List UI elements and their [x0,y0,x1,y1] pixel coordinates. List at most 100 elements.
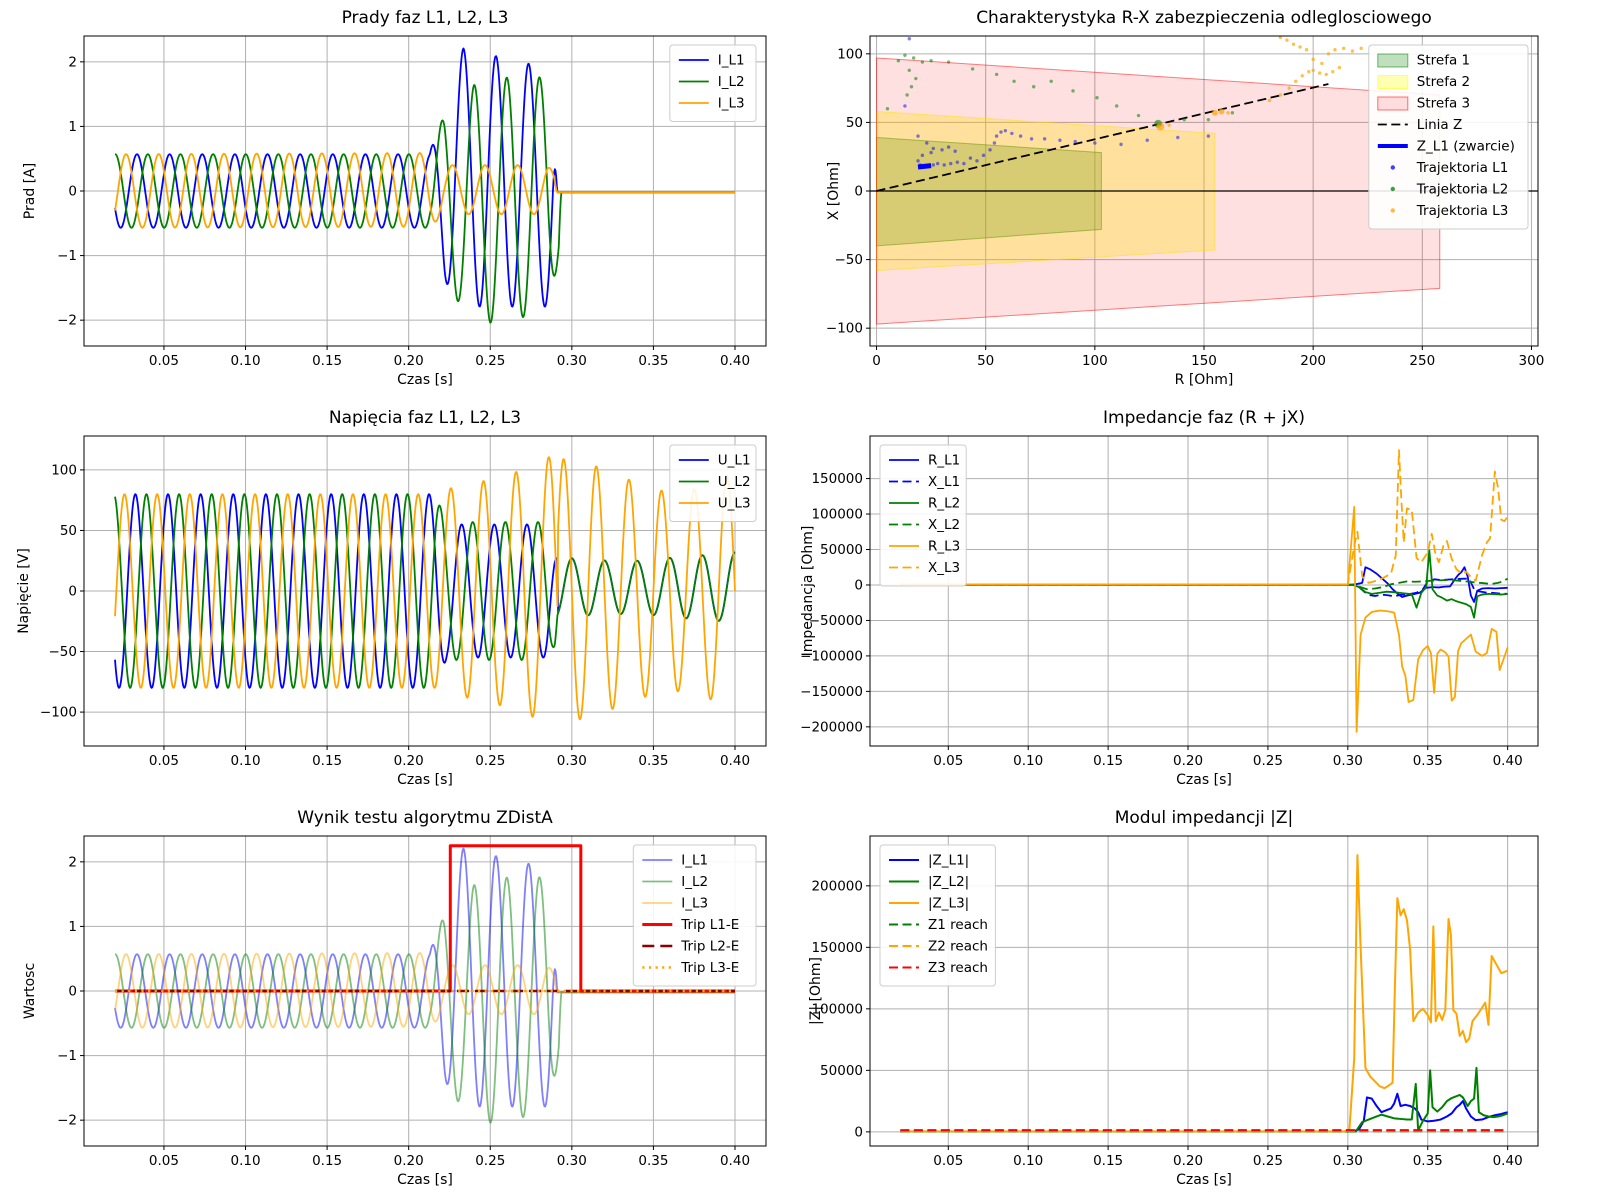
svg-text:Linia Z: Linia Z [1417,117,1462,133]
legend: |Z_L1| |Z_L2| |Z_L3| Z1 reach Z2 reach Z3 rea… [879,844,996,987]
svg-text:−200000: −200000 [800,719,863,735]
series-I_L1 [114,47,736,308]
svg-text:0.15: 0.15 [312,1153,342,1169]
svg-text:0: 0 [854,1124,863,1140]
subplot-currents: Prady faz L1, L2, L3 Prad [A] 0.05 0.10 0.… [0,0,800,400]
svg-text:150000: 150000 [811,471,863,487]
svg-text:X_L3: X_L3 [928,560,960,576]
svg-text:R_L2: R_L2 [928,496,960,512]
svg-text:1: 1 [68,119,77,135]
svg-text:0.20: 0.20 [394,1153,424,1169]
svg-text:U_L3: U_L3 [718,496,751,512]
series-X_L2 [900,577,1509,591]
svg-text:0.40: 0.40 [1493,753,1523,769]
subplot-rx-characteristic: Charakterystyka R-X zabezpieczenia odleg… [800,0,1600,400]
svg-text:0: 0 [68,984,77,1000]
svg-text:0.25: 0.25 [475,353,505,369]
chart-title: Modul impedancji |Z| [1114,808,1294,828]
svg-text:0.40: 0.40 [720,753,750,769]
axes-frame [869,835,1539,1147]
svg-text:200000: 200000 [811,878,863,894]
svg-text:50000: 50000 [820,542,863,558]
svg-text:0.40: 0.40 [1493,1153,1523,1169]
svg-text:|Z_L2|: |Z_L2| [928,874,969,890]
svg-text:150000: 150000 [811,940,863,956]
svg-text:100: 100 [51,462,77,478]
x-axis-label: Czas [s] [397,372,453,388]
svg-text:−50: −50 [835,252,864,268]
svg-text:300: 300 [1519,353,1545,369]
svg-text:Z3 reach: Z3 reach [928,960,988,976]
svg-text:50: 50 [977,353,994,369]
plot-canvas-currents: 0.05 0.10 0.15 0.20 0.25 0.30 0.35 0.40 −2 −1 0 1 2 I… [57,35,767,369]
chart-title: Charakterystyka R-X zabezpieczenia odleg… [976,8,1432,28]
tick-labels: 0.05 0.10 0.15 0.20 0.25 0.30 0.35 0.40 −2 −1 0 1 2 [57,54,750,369]
svg-text:0.05: 0.05 [933,753,963,769]
x-axis-label: R [Ohm] [1174,372,1234,388]
series-X_L1 [900,577,1508,598]
svg-text:0.25: 0.25 [475,753,505,769]
svg-text:−100: −100 [40,705,77,721]
svg-text:0.35: 0.35 [1413,753,1443,769]
svg-text:150: 150 [1191,353,1217,369]
svg-text:0.05: 0.05 [933,1153,963,1169]
svg-text:R_L1: R_L1 [928,453,960,469]
svg-text:50: 50 [60,523,77,539]
svg-text:Z2 reach: Z2 reach [928,939,988,955]
scatter-Trajektoria L1 [903,37,1211,169]
svg-text:0.15: 0.15 [312,753,342,769]
legend: R_L1 X_L1 R_L2 X_L2 R_L3 X_L3 [879,444,967,587]
tick-labels: 0.05 0.10 0.15 0.20 0.25 0.30 0.35 0.40 −100 −50 0… [40,462,750,769]
x-axis-label: Czas [s] [1176,772,1232,788]
svg-text:0.10: 0.10 [1013,753,1043,769]
x-axis-label: Czas [s] [1176,1172,1232,1188]
svg-text:2: 2 [68,854,77,870]
svg-text:0.15: 0.15 [1093,753,1123,769]
plot-canvas-modz: 0.05 0.10 0.15 0.20 0.25 0.30 0.35 0.40 0 50000 10… [811,835,1539,1169]
svg-text:I_L2: I_L2 [681,874,708,890]
svg-text:−1: −1 [57,248,77,264]
svg-text:0.40: 0.40 [720,353,750,369]
svg-text:Z1 reach: Z1 reach [928,917,988,933]
svg-text:I_L1: I_L1 [718,53,745,69]
svg-text:I_L2: I_L2 [718,74,745,90]
svg-text:1: 1 [68,919,77,935]
svg-text:100: 100 [1082,353,1108,369]
svg-text:100: 100 [837,46,863,62]
svg-text:Trajektoria L3: Trajektoria L3 [1416,203,1509,219]
series-R_L3 [900,506,1509,733]
svg-text:I_L3: I_L3 [681,896,708,912]
svg-text:0.20: 0.20 [394,753,424,769]
svg-text:0: 0 [68,184,77,200]
svg-text:0.20: 0.20 [394,353,424,369]
tick-labels: 0.05 0.10 0.15 0.20 0.25 0.30 0.35 0.40 −200000 −… [800,471,1523,769]
svg-text:Trajektoria L1: Trajektoria L1 [1416,160,1509,176]
svg-text:0.30: 0.30 [1333,753,1363,769]
svg-text:0.25: 0.25 [475,1153,505,1169]
subplot-impedance-modulus: Modul impedancji |Z| |Z| [Ohm] 0.05 0.10 0… [800,800,1600,1200]
svg-text:−2: −2 [57,313,77,329]
chart-title: Wynik testu algorytmu ZDistA [297,808,553,828]
line-Linia Z [876,83,1329,192]
svg-text:−150000: −150000 [800,684,863,700]
legend: U_L1 U_L2 U_L3 [669,444,757,522]
svg-text:0.30: 0.30 [557,753,587,769]
svg-text:|Z_L3|: |Z_L3| [928,896,969,912]
svg-text:I_L1: I_L1 [681,853,708,869]
legend: I_L1 I_L2 I_L3 Trip L1-E Trip L2-E Trip L3-E [632,844,757,987]
tick-labels: 0.05 0.10 0.15 0.20 0.25 0.30 0.35 0.40 −2 −1 0 1 2 [57,854,750,1169]
svg-text:Strefa 2: Strefa 2 [1417,74,1470,90]
svg-text:Trajektoria L2: Trajektoria L2 [1416,182,1509,198]
svg-text:Trip L1-E: Trip L1-E [680,917,739,933]
svg-text:−50000: −50000 [809,613,863,629]
svg-text:0.30: 0.30 [1333,1153,1363,1169]
svg-text:−100000: −100000 [800,648,863,664]
series-U_L2 [114,493,736,689]
svg-text:0.10: 0.10 [230,1153,260,1169]
svg-text:0.30: 0.30 [557,1153,587,1169]
series-|Z_L3| [900,854,1508,1133]
svg-text:50: 50 [846,115,863,131]
svg-text:0.10: 0.10 [230,753,260,769]
svg-text:Strefa 1: Strefa 1 [1417,53,1470,69]
